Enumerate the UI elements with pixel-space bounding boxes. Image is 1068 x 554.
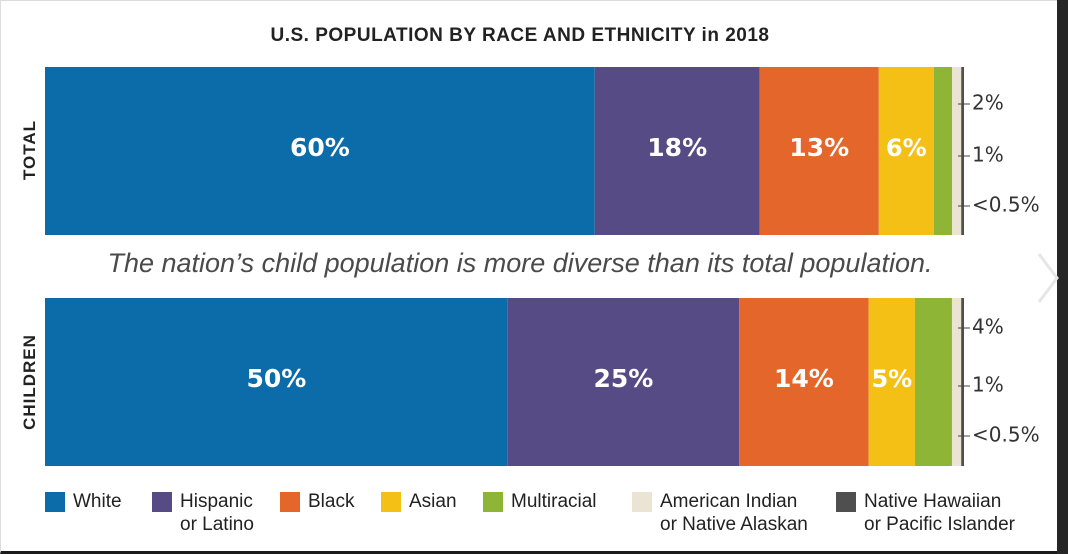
data-label-total-1: 18% xyxy=(647,133,707,162)
bar-total-black xyxy=(759,67,879,235)
data-label-children-0: 50% xyxy=(246,364,306,393)
callout-label-children-5: 1% xyxy=(972,373,1004,397)
data-label-total-0: 60% xyxy=(290,133,350,162)
chart-subtitle: The nation’s child population is more di… xyxy=(107,248,933,278)
next-arrow-button[interactable] xyxy=(1033,248,1061,308)
bar-children-hispanic-or-latino xyxy=(507,298,740,466)
callout-label-children-6: <0.5% xyxy=(972,423,1040,447)
bar-children-black xyxy=(739,298,869,466)
chevron-right-icon xyxy=(1037,253,1059,303)
bar-total-american-indian-or-native-alaskan xyxy=(952,67,962,235)
data-label-total-2: 13% xyxy=(789,133,849,162)
data-label-children-2: 14% xyxy=(774,364,834,393)
chart-title: U.S. POPULATION BY RACE AND ETHNICITY in… xyxy=(270,25,770,46)
bar-children-american-indian-or-native-alaskan xyxy=(951,298,962,466)
viewer-edge xyxy=(1057,0,1068,554)
bar-children-native-hawaiian-or-pacific-islander xyxy=(961,298,964,466)
bar-total-native-hawaiian-or-pacific-islander xyxy=(961,67,964,235)
data-label-children-1: 25% xyxy=(594,364,654,393)
bar-total-white xyxy=(45,67,595,235)
bar-children-asian xyxy=(868,298,915,466)
bar-total-multiracial xyxy=(933,67,953,235)
callout-label-total-6: <0.5% xyxy=(972,193,1040,217)
bar-total-asian xyxy=(878,67,934,235)
data-label-children-3: 5% xyxy=(871,365,912,393)
callout-label-total-5: 1% xyxy=(972,143,1004,167)
callout-label-total-4: 2% xyxy=(972,91,1004,115)
bar-total-hispanic-or-latino xyxy=(594,67,760,235)
bar-children-white xyxy=(45,298,508,466)
data-label-total-3: 6% xyxy=(886,134,927,162)
bar-children-multiracial xyxy=(914,298,952,466)
callout-label-children-4: 4% xyxy=(972,315,1004,339)
